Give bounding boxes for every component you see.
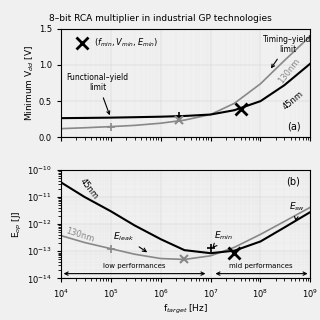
Text: mid performances: mid performances xyxy=(229,263,292,269)
Text: $E_{min}$: $E_{min}$ xyxy=(213,229,233,247)
Y-axis label: Minimum V$_{dd}$ [V]: Minimum V$_{dd}$ [V] xyxy=(23,45,36,121)
Text: 130nm: 130nm xyxy=(277,57,302,85)
Text: 45nm: 45nm xyxy=(78,177,100,202)
Text: 130nm: 130nm xyxy=(65,226,95,244)
Text: (b): (b) xyxy=(286,176,300,186)
Text: $(f_{min}, V_{min}, E_{min})$: $(f_{min}, V_{min}, E_{min})$ xyxy=(94,37,159,49)
Text: (a): (a) xyxy=(287,122,300,132)
Text: 8–bit RCA multiplier in industrial GP technologies: 8–bit RCA multiplier in industrial GP te… xyxy=(49,14,271,23)
Text: low performances: low performances xyxy=(103,263,166,269)
Text: $E_{leak}$: $E_{leak}$ xyxy=(113,230,146,252)
X-axis label: f$_{target}$ [Hz]: f$_{target}$ [Hz] xyxy=(163,303,208,316)
Text: $E_{sw}$: $E_{sw}$ xyxy=(289,200,306,220)
Text: Functional–yield
limit: Functional–yield limit xyxy=(67,73,129,114)
Text: 45nm: 45nm xyxy=(281,90,305,112)
Y-axis label: E$_{op}$ [J]: E$_{op}$ [J] xyxy=(11,210,24,238)
Text: Timing–yield
limit: Timing–yield limit xyxy=(263,35,312,68)
